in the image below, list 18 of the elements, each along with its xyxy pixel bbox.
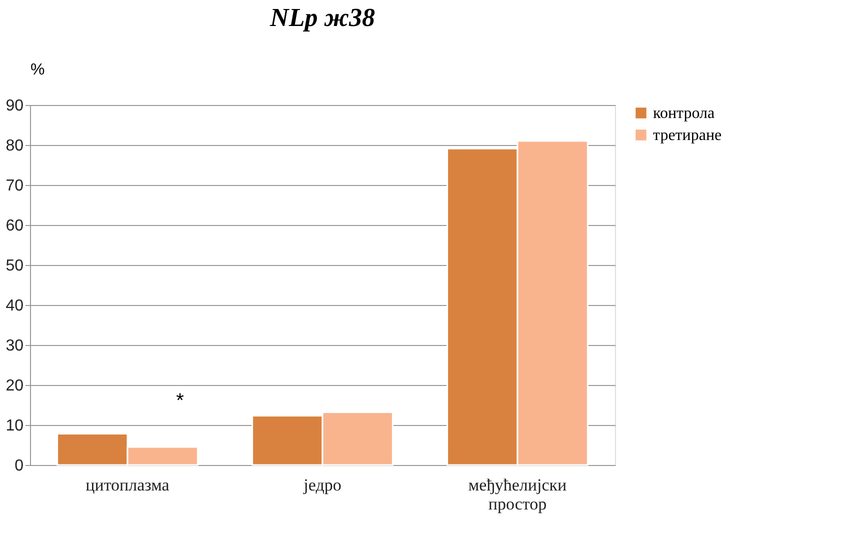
y-tick-label: 70	[6, 178, 24, 194]
y-tick-label: 20	[6, 378, 24, 394]
x-tick-label: међућелијски простор	[468, 476, 567, 514]
chart-title: NLp ж38	[269, 3, 375, 32]
legend-label: третиране	[653, 127, 722, 144]
y-axis-title: %	[30, 62, 45, 78]
y-tick-label: 90	[6, 98, 24, 114]
annotation: *	[176, 390, 184, 412]
y-tick-label: 10	[6, 418, 24, 434]
y-tick-label: 30	[6, 338, 24, 354]
y-tick-label: 40	[6, 298, 24, 314]
x-tick-label: цитоплазма	[86, 476, 170, 494]
y-tick-label: 0	[14, 458, 24, 474]
y-tick-label: 50	[6, 258, 24, 274]
legend-label: контрола	[653, 105, 715, 122]
x-tick-label: једро	[302, 476, 342, 494]
y-tick-label: 80	[6, 138, 24, 154]
y-tick-label: 60	[6, 218, 24, 234]
